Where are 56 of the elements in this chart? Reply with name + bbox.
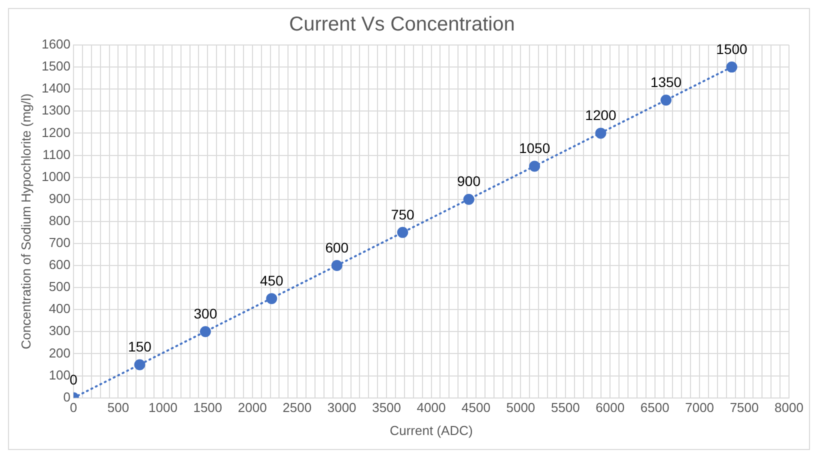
point: [726, 62, 738, 73]
x-tick-label: 7000: [685, 400, 714, 416]
data-label: 300: [194, 306, 218, 322]
y-tick-label: 1500: [42, 58, 71, 74]
point: [463, 194, 474, 205]
y-tick-label: 800: [48, 212, 71, 228]
x-tick-label: 5500: [550, 400, 580, 416]
x-tick-label: 1500: [193, 400, 222, 416]
x-tick-label: 4500: [462, 400, 490, 416]
data-label: 450: [260, 272, 284, 288]
point: [200, 326, 211, 338]
y-tick-label: 0: [63, 389, 71, 404]
x-tick-label: 2500: [282, 400, 312, 416]
x-tick-label: 4000: [416, 400, 446, 416]
y-tick-label: 1400: [42, 80, 71, 96]
y-tick-label: 600: [48, 257, 71, 272]
x-tick-label: 6500: [640, 400, 670, 416]
point: [595, 128, 606, 139]
y-tick-label: 900: [48, 190, 71, 206]
y-tick-label: 1600: [42, 36, 71, 52]
y-tick-label: 200: [48, 345, 71, 360]
point: [266, 293, 278, 304]
data-label: 1200: [585, 107, 617, 124]
x-tick-label: 7500: [730, 400, 759, 416]
data-label: 1350: [650, 74, 682, 90]
y-tick-label: 700: [48, 235, 71, 250]
y-tick-label: 500: [48, 279, 71, 294]
point: [529, 160, 540, 172]
data-label: 900: [457, 173, 481, 190]
x-tick-label: 1000: [148, 400, 178, 416]
y-axis-title: Concentration of Sodium Hypochlorite (mg/l): [18, 94, 34, 350]
chart-title: Current Vs Concentration: [289, 14, 515, 36]
y-tick-label: 400: [48, 301, 71, 316]
point: [660, 94, 672, 106]
point: [331, 260, 342, 271]
point: [397, 226, 408, 238]
x-tick-label: 3500: [372, 400, 402, 416]
y-tick-label: 1100: [42, 146, 71, 162]
data-label: 750: [390, 206, 415, 222]
point: [134, 359, 146, 370]
y-tick-label: 100: [48, 367, 71, 382]
x-tick-label: 500: [107, 400, 130, 416]
y-tick-label: 1000: [42, 168, 71, 184]
data-label: 150: [128, 338, 152, 355]
y-tick-label: 300: [48, 323, 71, 338]
x-tick-label: 2000: [238, 400, 267, 416]
x-tick-label: 8000: [774, 400, 804, 416]
x-tick-label: 5000: [506, 400, 536, 416]
y-tick-label: 1300: [42, 102, 71, 118]
y-tick-label: 1200: [42, 124, 71, 140]
data-label: 600: [325, 239, 349, 256]
data-label: 1050: [518, 140, 550, 156]
x-tick-label: 3000: [327, 400, 356, 416]
x-tick-label: 6000: [596, 400, 625, 416]
x-axis-title: Current (ADC): [390, 422, 473, 438]
data-label: 1500: [716, 40, 748, 57]
